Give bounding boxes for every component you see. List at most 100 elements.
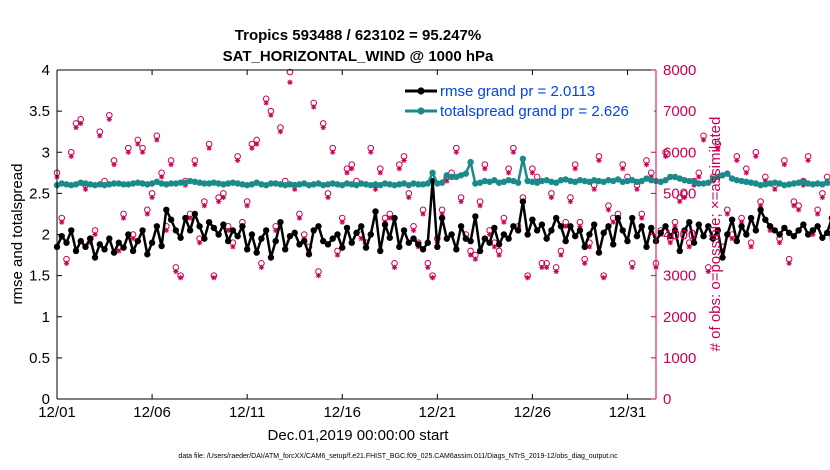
obs-assimilated-point xyxy=(482,166,488,172)
series-point-rmse xyxy=(766,223,774,230)
series-point-spread xyxy=(814,180,821,187)
series-point-rmse xyxy=(576,227,584,234)
obs-assimilated-point xyxy=(173,268,179,275)
series-point-spread xyxy=(529,178,536,186)
x-tick-label: 12/01 xyxy=(38,404,76,421)
series-point-spread xyxy=(158,180,165,187)
series-point-rmse xyxy=(781,224,788,232)
y-left-tick-label: 1.5 xyxy=(29,268,50,285)
obs-assimilated-point xyxy=(748,244,754,250)
series-point-spread xyxy=(129,180,137,187)
obs-assimilated-point xyxy=(410,227,417,233)
obs-assimilated-point xyxy=(287,79,293,85)
series-point-rmse xyxy=(267,254,275,261)
obs-assimilated-point xyxy=(715,145,721,151)
series-point-rmse xyxy=(348,239,355,246)
series-point-rmse xyxy=(567,223,574,230)
obs-assimilated-point xyxy=(344,170,350,176)
series-point-spread xyxy=(324,181,332,188)
series-point-rmse xyxy=(277,218,284,226)
obs-assimilated-point xyxy=(772,186,778,192)
series-point-rmse xyxy=(291,229,298,237)
series-point-spread xyxy=(448,173,455,181)
obs-assimilated-point xyxy=(178,275,184,281)
series-point-rmse xyxy=(510,223,517,230)
series-point-rmse xyxy=(320,237,327,245)
series-point-rmse xyxy=(229,227,237,234)
x-tick-label: 12/16 xyxy=(323,404,361,421)
series-point-spread xyxy=(215,180,222,187)
x-tick-label: 12/26 xyxy=(514,404,552,421)
series-point-spread xyxy=(87,181,94,188)
obs-assimilated-point xyxy=(349,166,355,172)
obs-assimilated-point xyxy=(330,149,336,155)
obs-assimilated-point xyxy=(120,215,127,221)
series-point-rmse xyxy=(253,249,260,256)
series-point-rmse xyxy=(115,239,123,246)
obs-assimilated-point xyxy=(734,157,740,164)
series-point-spread xyxy=(472,180,479,187)
series-point-spread xyxy=(277,181,284,188)
series-point-rmse xyxy=(415,241,422,248)
obs-assimilated-point xyxy=(815,211,821,217)
obs-assimilated-point xyxy=(197,240,203,246)
obs-assimilated-point xyxy=(63,260,70,266)
series-point-rmse xyxy=(129,247,137,255)
series-point-rmse xyxy=(448,231,455,238)
obs-assimilated-point xyxy=(681,194,688,201)
x-tick-label: 12/31 xyxy=(609,404,647,421)
series-point-rmse xyxy=(529,216,536,223)
obs-assimilated-point xyxy=(97,133,103,139)
obs-assimilated-point xyxy=(268,112,274,118)
series-point-rmse xyxy=(410,235,417,242)
series-point-rmse xyxy=(667,232,674,240)
series-point-rmse xyxy=(476,247,484,255)
obs-assimilated-point xyxy=(605,207,612,213)
series-point-rmse xyxy=(648,224,655,232)
series-point-rmse xyxy=(495,241,503,248)
series-point-rmse xyxy=(96,241,103,248)
series-point-rmse xyxy=(372,208,379,215)
series-point-spread xyxy=(638,177,645,185)
series-point-rmse xyxy=(557,223,565,230)
series-point-rmse xyxy=(524,231,531,238)
series-point-rmse xyxy=(167,216,175,223)
series-point-rmse xyxy=(87,235,94,242)
series-point-rmse xyxy=(329,235,336,242)
series-point-rmse xyxy=(272,237,279,245)
series-point-spread xyxy=(662,177,669,184)
series-point-rmse xyxy=(106,235,113,242)
series-point-rmse xyxy=(101,246,108,253)
series-point-spread xyxy=(77,179,84,186)
series-point-spread xyxy=(705,179,712,186)
obs-assimilated-point xyxy=(339,219,345,225)
obs-assimilated-point xyxy=(158,174,165,180)
series-point-rmse xyxy=(728,216,736,223)
obs-assimilated-point xyxy=(696,174,702,180)
obs-assimilated-point xyxy=(315,273,322,279)
obs-assimilated-point xyxy=(106,116,112,122)
series-point-spread xyxy=(201,180,208,187)
series-point-rmse xyxy=(239,223,246,230)
series-point-rmse xyxy=(182,214,189,222)
obs-assimilated-point xyxy=(553,268,559,275)
series-point-spread xyxy=(410,180,417,187)
legend-box xyxy=(398,76,654,124)
obs-assimilated-point xyxy=(591,186,597,192)
series-point-rmse xyxy=(258,235,265,242)
obs-assimilated-point xyxy=(662,153,669,159)
series-point-rmse xyxy=(296,241,303,248)
series-point-spread xyxy=(823,179,830,186)
series-point-spread xyxy=(329,180,336,187)
series-point-rmse xyxy=(500,231,508,238)
x-axis-label: Dec.01,2019 00:00:00 start xyxy=(268,427,450,444)
y-right-tick-label: 6000 xyxy=(663,144,696,161)
series-point-spread xyxy=(695,180,702,187)
obs-assimilated-point xyxy=(258,264,265,270)
obs-assimilated-point xyxy=(444,178,450,184)
obs-assimilated-point xyxy=(320,124,326,131)
x-tick-label: 12/21 xyxy=(419,404,457,421)
series-point-rmse xyxy=(424,239,432,246)
series-point-spread xyxy=(581,177,588,185)
legend-spread-label: totalspread grand pr = 2.626 xyxy=(440,103,629,120)
